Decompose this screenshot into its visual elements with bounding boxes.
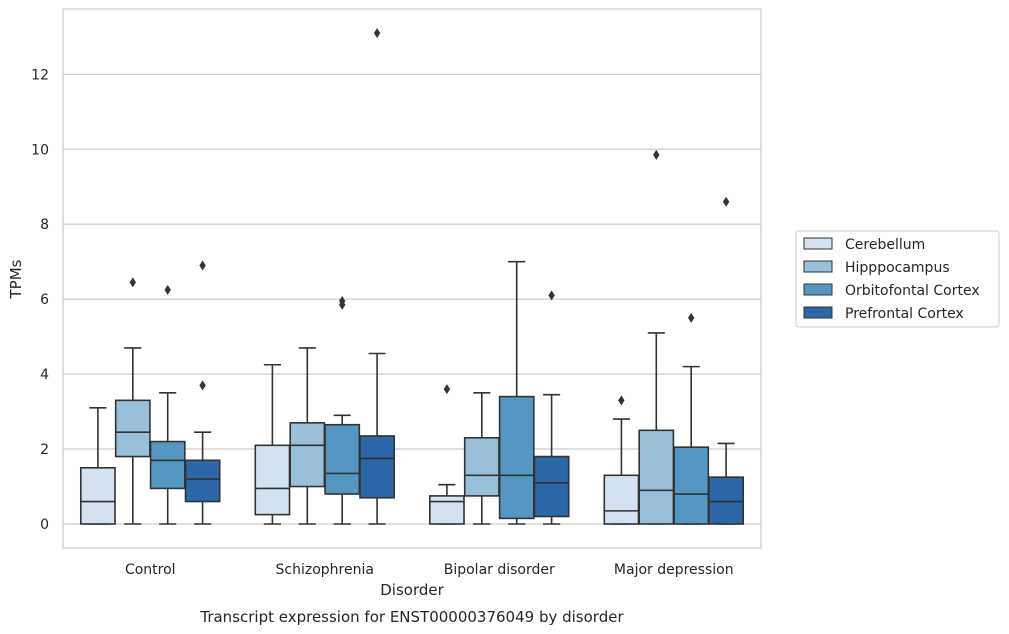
outlier-point	[722, 196, 730, 207]
x-tick-label: Schizophrenia	[276, 562, 374, 578]
x-tick-label: Bipolar disorder	[444, 562, 555, 578]
legend-swatch	[803, 260, 833, 273]
y-axis-title: TPMs	[7, 259, 25, 299]
box-body	[428, 495, 465, 525]
box-body	[638, 429, 675, 525]
y-tick-label: 0	[40, 517, 49, 533]
y-axis-ticks: 0 2 4 6 8 10 12	[31, 67, 49, 533]
y-tick-label: 12	[31, 67, 49, 83]
box-body	[289, 422, 326, 488]
box-3-0	[184, 260, 221, 525]
box-0-1	[254, 363, 291, 525]
box-0-2	[428, 384, 465, 525]
box-2-3	[673, 312, 710, 525]
box-1-1	[289, 347, 326, 525]
outlier-point	[443, 384, 451, 395]
box-1-3	[638, 149, 675, 525]
legend-swatch	[803, 237, 833, 250]
y-tick-label: 2	[40, 442, 49, 458]
box-1-2	[463, 392, 500, 525]
outlier-point	[199, 260, 206, 271]
legend-label: Cerebellum	[845, 237, 925, 253]
outlier-point	[129, 277, 136, 288]
outlier-point	[199, 380, 206, 391]
box-body	[463, 437, 500, 497]
box-3-2	[533, 290, 570, 525]
box-body	[149, 440, 186, 490]
legend-swatch	[803, 283, 833, 296]
x-tick-label: Major depression	[614, 562, 734, 578]
outlier-point	[688, 312, 695, 323]
legend-frame	[795, 230, 1000, 328]
box-body	[498, 395, 535, 520]
box-groups	[79, 28, 745, 525]
legend-label: Orbitofontal Cortex	[845, 283, 980, 299]
outlier-point	[164, 284, 171, 295]
box-body	[79, 466, 116, 525]
box-body	[359, 435, 396, 499]
y-tick-label: 6	[40, 292, 49, 308]
box-3-1	[359, 28, 396, 525]
outlier-point	[339, 296, 346, 307]
x-axis-title: Disorder	[380, 581, 444, 599]
legend-label: Prefrontal Cortex	[845, 306, 964, 322]
legend-label: Hipppocampus	[845, 260, 950, 276]
chart-title: Transcript expression for ENST0000037604…	[199, 608, 624, 626]
y-tick-label: 8	[40, 217, 49, 233]
box-body	[254, 444, 291, 516]
box-0-0	[79, 407, 116, 525]
outlier-point	[548, 290, 555, 301]
box-3-3	[708, 196, 745, 525]
box-2-2	[498, 260, 535, 525]
box-body	[673, 446, 710, 525]
box-body	[114, 399, 151, 458]
box-2-1	[324, 296, 361, 525]
box-1-0	[114, 277, 151, 525]
box-0-3	[603, 395, 640, 525]
legend: Cerebellum Hipppocampus Orbitofontal Corte…	[795, 230, 1000, 328]
box-body	[184, 459, 221, 503]
x-tick-label: Control	[125, 562, 176, 578]
plot-frame	[62, 8, 762, 549]
box-2-0	[149, 284, 186, 525]
box-body	[708, 476, 745, 525]
legend-swatch	[803, 306, 833, 319]
box-body	[324, 423, 361, 495]
y-tick-label: 4	[40, 367, 49, 383]
box-body	[533, 455, 570, 518]
outlier-point	[373, 28, 381, 39]
outlier-point	[653, 149, 660, 160]
outlier-point	[618, 395, 625, 406]
x-axis-ticks: Control Schizophrenia Bipolar disorder Majo…	[125, 562, 734, 578]
box-body	[603, 474, 640, 525]
y-tick-label: 10	[31, 142, 49, 158]
